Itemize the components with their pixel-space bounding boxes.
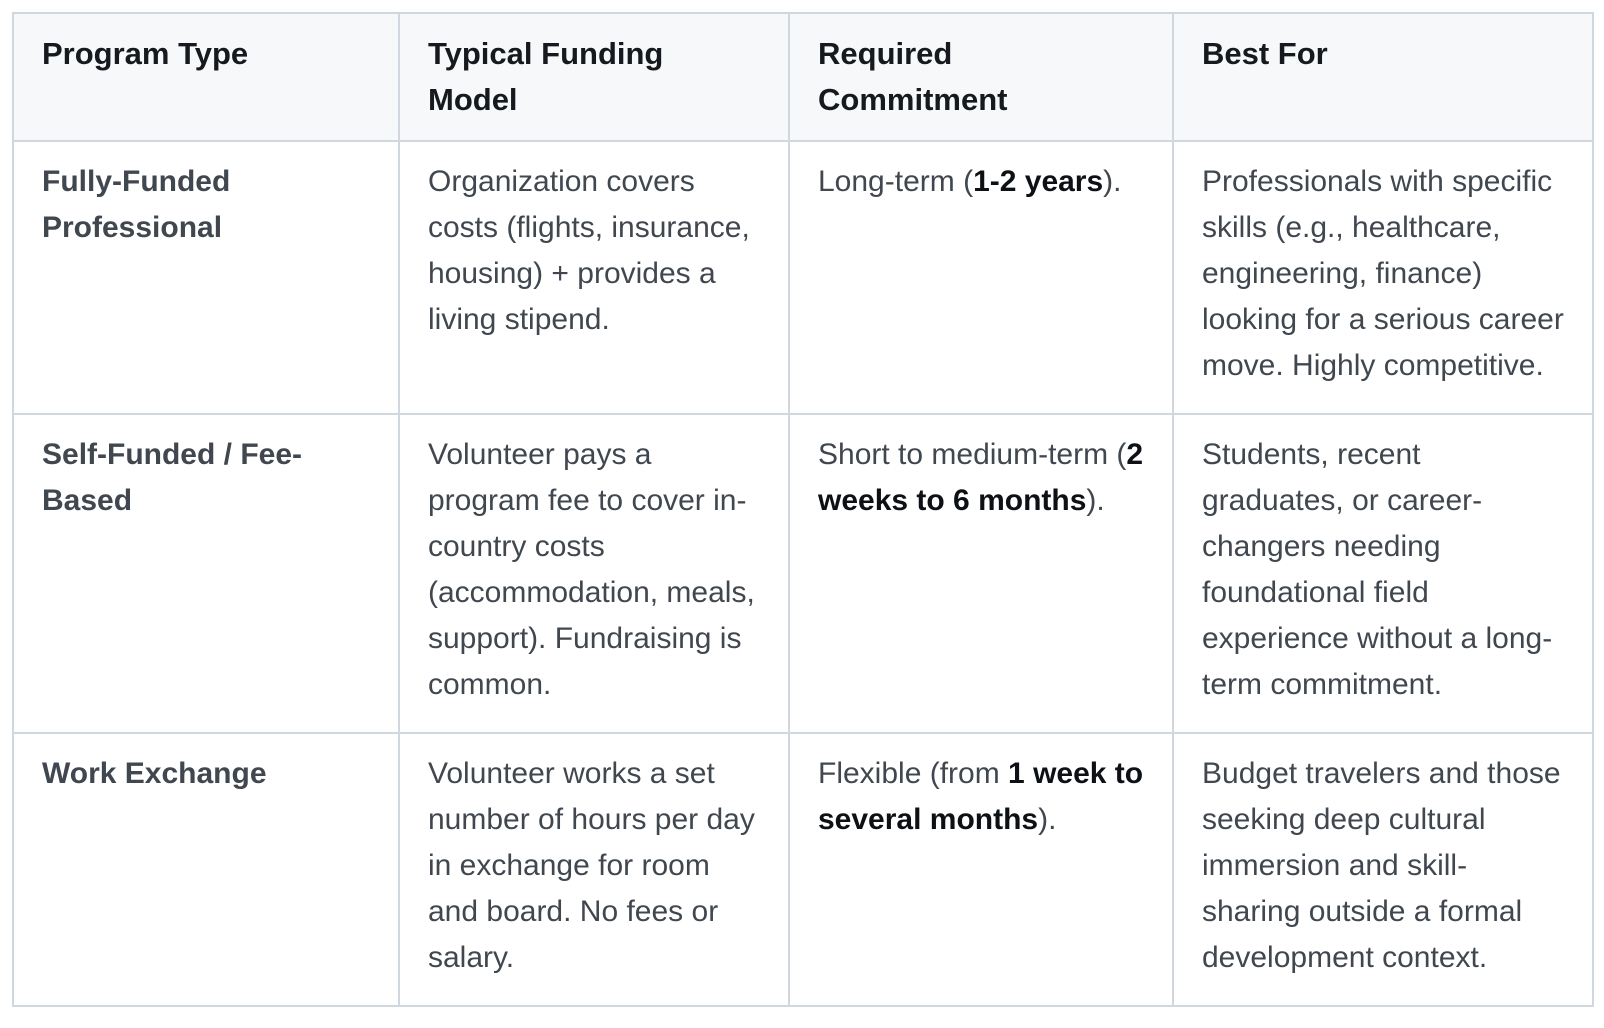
- cell-program-type: Work Exchange: [12, 732, 400, 1007]
- table-row-fully-funded: Fully-Funded Professional Organization c…: [12, 140, 1594, 415]
- header-required-commitment: Required Commitment: [788, 12, 1174, 142]
- cell-program-type: Fully-Funded Professional: [12, 140, 400, 415]
- header-best-for: Best For: [1172, 12, 1594, 142]
- commitment-text: Long-term (: [818, 165, 974, 198]
- cell-program-type: Self-Funded / Fee-Based: [12, 413, 400, 734]
- header-row: Program Type Typical Funding Model Requi…: [12, 12, 1594, 142]
- program-comparison-table: Program Type Typical Funding Model Requi…: [12, 12, 1594, 1007]
- cell-funding-model: Volunteer pays a program fee to cover in…: [398, 413, 790, 734]
- commitment-text: Flexible (from: [818, 757, 1009, 790]
- cell-best-for: Professionals with specific skills (e.g.…: [1172, 140, 1594, 415]
- commitment-text: ).: [1038, 803, 1057, 836]
- table-row-self-funded: Self-Funded / Fee-Based Volunteer pays a…: [12, 413, 1594, 734]
- commitment-bold-text: 2 weeks to 6 months: [818, 438, 1144, 517]
- commitment-text: Short to medium-term (: [818, 438, 1127, 471]
- cell-funding-model: Volunteer works a set number of hours pe…: [398, 732, 790, 1007]
- cell-required-commitment: Short to medium-term (2 weeks to 6 month…: [788, 413, 1174, 734]
- commitment-bold-text: 1 week to several months: [818, 757, 1144, 836]
- cell-best-for: Students, recent graduates, or career-ch…: [1172, 413, 1594, 734]
- cell-funding-model: Organization covers costs (flights, insu…: [398, 140, 790, 415]
- header-program-type: Program Type: [12, 12, 400, 142]
- commitment-bold-text: 1-2 years: [973, 165, 1104, 198]
- header-funding-model: Typical Funding Model: [398, 12, 790, 142]
- cell-required-commitment: Long-term (1-2 years).: [788, 140, 1174, 415]
- table-row-work-exchange: Work Exchange Volunteer works a set numb…: [12, 732, 1594, 1007]
- cell-required-commitment: Flexible (from 1 week to several months)…: [788, 732, 1174, 1007]
- commitment-text: ).: [1086, 484, 1105, 517]
- cell-best-for: Budget travelers and those seeking deep …: [1172, 732, 1594, 1007]
- commitment-text: ).: [1103, 165, 1122, 198]
